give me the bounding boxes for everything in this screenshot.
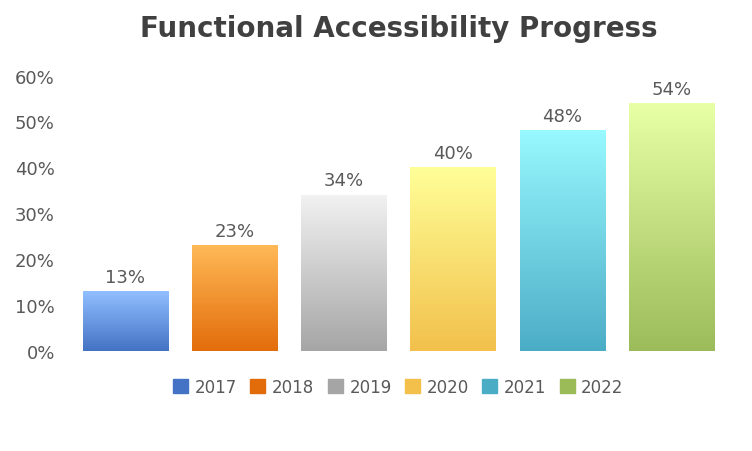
Title: Functional Accessibility Progress: Functional Accessibility Progress xyxy=(140,15,657,43)
Legend: 2017, 2018, 2019, 2020, 2021, 2022: 2017, 2018, 2019, 2020, 2021, 2022 xyxy=(166,371,630,402)
Text: 23%: 23% xyxy=(214,222,255,240)
Text: 48%: 48% xyxy=(542,108,582,126)
Text: 13%: 13% xyxy=(105,268,145,286)
Text: 40%: 40% xyxy=(433,144,473,162)
Text: 34%: 34% xyxy=(323,172,364,190)
Text: 54%: 54% xyxy=(651,80,692,98)
